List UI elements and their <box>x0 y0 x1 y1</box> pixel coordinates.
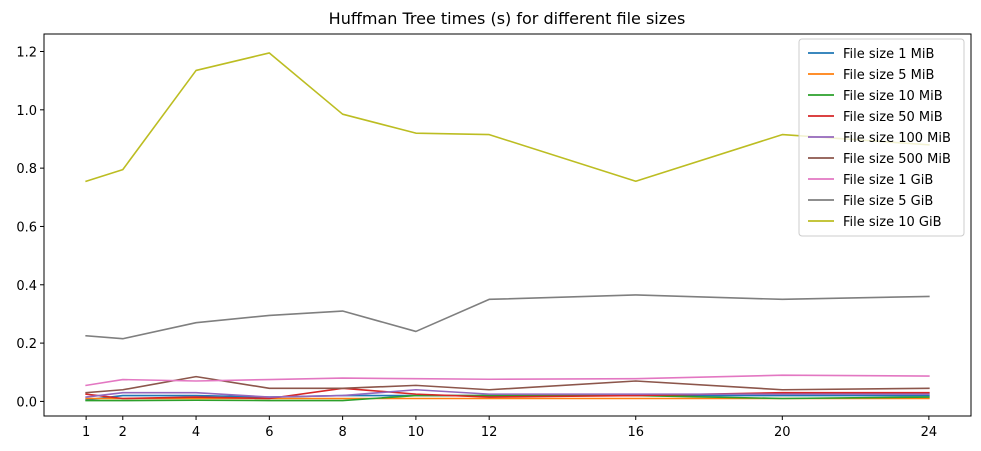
legend-entry-4: File size 100 MiB <box>843 131 951 146</box>
y-axis: 0.0 0.2 0.4 0.6 0.8 1.0 1.2 <box>16 45 44 410</box>
plot-frame <box>43 33 972 417</box>
legend-entry-2: File size 10 MiB <box>843 89 943 104</box>
legend-entry-5: File size 500 MiB <box>843 152 951 167</box>
x-tick-label: 12 <box>481 425 498 440</box>
x-tick-label: 4 <box>192 425 200 440</box>
x-tick-label: 20 <box>774 425 791 440</box>
legend-entry-7: File size 5 GiB <box>843 194 933 209</box>
legend: File size 1 MiB File size 5 MiB File size … <box>798 38 965 237</box>
y-tick-label: 0.2 <box>16 337 37 352</box>
series-line-0 <box>85 394 930 401</box>
chart-title: Huffman Tree times (s) for different fil… <box>329 9 686 28</box>
legend-entry-1: File size 5 MiB <box>843 68 934 83</box>
series-line-4 <box>85 388 930 398</box>
y-tick-label: 0.8 <box>16 162 37 177</box>
plot-series <box>85 52 930 402</box>
legend-entry-8: File size 10 GiB <box>843 215 942 230</box>
series-line-6 <box>85 374 930 387</box>
series-line-8 <box>85 52 930 183</box>
legend-box <box>798 38 965 237</box>
legend-entry-0: File size 1 MiB <box>843 47 934 62</box>
x-tick-label: 1 <box>82 425 90 440</box>
y-tick-label: 1.2 <box>16 45 37 60</box>
x-tick-label: 8 <box>338 425 346 440</box>
y-tick-label: 0.6 <box>16 220 37 235</box>
y-tick-label: 1.0 <box>16 104 37 119</box>
legend-entry-6: File size 1 GiB <box>843 173 933 188</box>
series-line-7 <box>85 294 930 340</box>
y-tick-label: 0.0 <box>16 395 37 410</box>
x-tick-label: 24 <box>921 425 938 440</box>
y-tick-label: 0.4 <box>16 279 37 294</box>
series-line-2 <box>85 394 930 402</box>
series-line-5 <box>85 375 930 394</box>
x-axis: 1 2 4 6 8 10 12 16 20 24 <box>82 416 937 440</box>
x-tick-label: 16 <box>627 425 644 440</box>
x-tick-label: 6 <box>265 425 273 440</box>
x-tick-label: 2 <box>119 425 127 440</box>
x-tick-label: 10 <box>408 425 425 440</box>
legend-entry-3: File size 50 MiB <box>843 110 943 125</box>
